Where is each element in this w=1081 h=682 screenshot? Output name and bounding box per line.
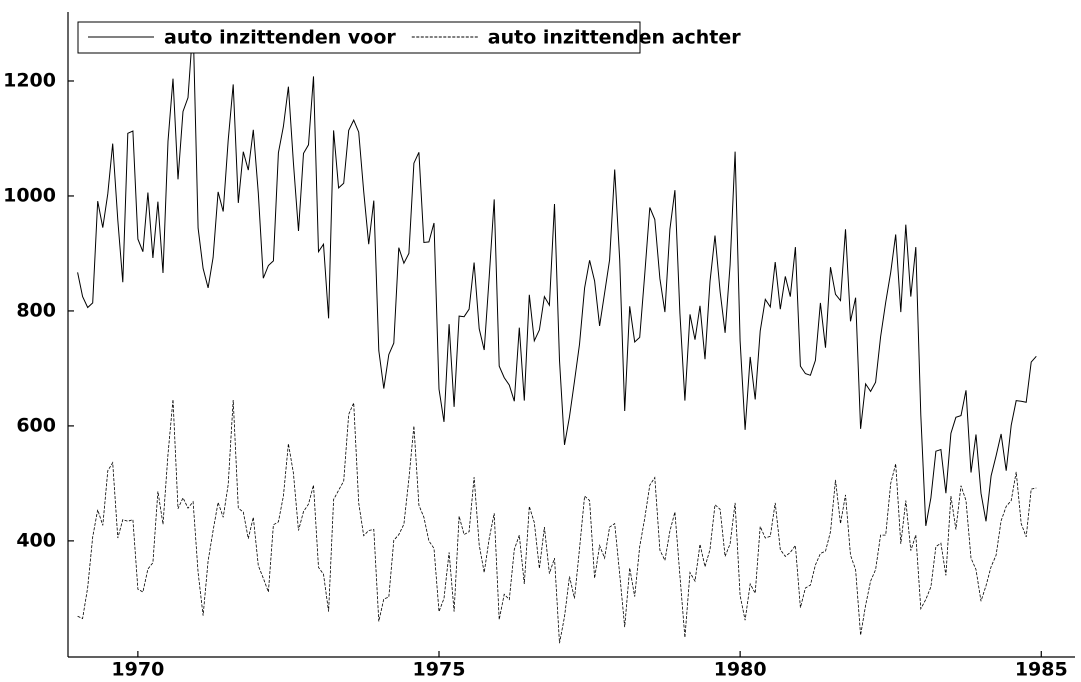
y-tick-label: 1200: [3, 69, 56, 91]
y-tick-label: 400: [16, 529, 56, 551]
y-tick-label: 600: [16, 414, 56, 436]
x-tick-label: 1975: [413, 659, 466, 681]
y-tick-label: 1000: [3, 184, 56, 206]
series-line: [77, 24, 1037, 526]
legend-label: auto inzittenden achter: [488, 27, 741, 49]
legend-label: auto inzittenden voor: [164, 27, 396, 49]
y-tick-label: 800: [16, 299, 56, 321]
x-tick-label: 1980: [714, 659, 767, 681]
series-line: [77, 399, 1037, 644]
legend: [77, 21, 641, 54]
x-tick-label: 1985: [1015, 659, 1068, 681]
x-tick-label: 1970: [111, 659, 164, 681]
